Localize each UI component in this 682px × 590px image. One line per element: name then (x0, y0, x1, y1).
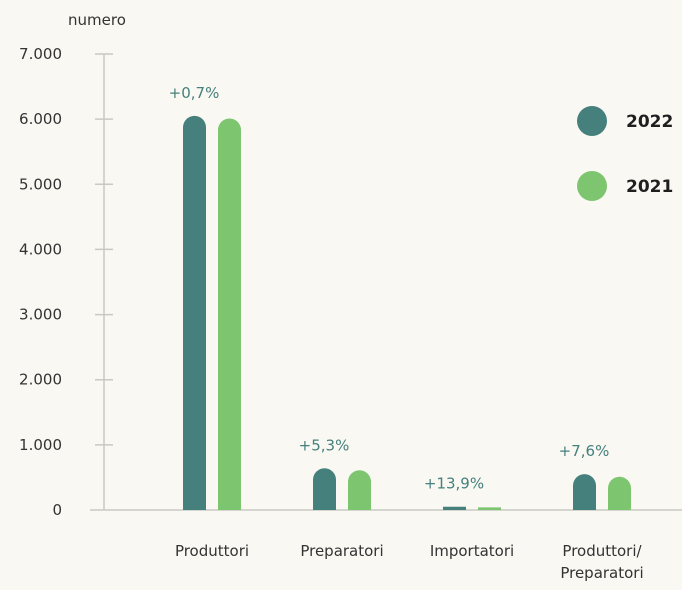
bar-2022-3 (573, 474, 596, 510)
bars (183, 115, 631, 510)
x-category-label: Produttori/Preparatori (560, 542, 643, 582)
y-tick-label: 7.000 (19, 45, 62, 63)
legend-swatch-2021 (577, 171, 607, 201)
bar-2021-0 (218, 118, 241, 510)
y-tick-label: 2.000 (19, 371, 62, 389)
x-category-label: Preparatori (300, 542, 383, 560)
y-tick-label: 5.000 (19, 175, 62, 193)
y-tick-label: 3.000 (19, 306, 62, 324)
bar-2021-3 (608, 476, 631, 510)
x-category-label: Produttori (175, 542, 249, 560)
y-tick-label: 1.000 (19, 436, 62, 454)
y-tick-label: 6.000 (19, 110, 62, 128)
y-tick-label: 0 (52, 501, 62, 519)
change-annotation: +7,6% (559, 442, 610, 460)
y-axis-label: numero (68, 11, 126, 29)
legend-label: 2022 (626, 112, 673, 132)
y-tick-label: 4.000 (19, 240, 62, 258)
change-annotation: +5,3% (299, 436, 350, 454)
bar-2021-2 (478, 507, 501, 510)
labels: 0 1.000 2.000 3.000 4.000 5.000 6.000 7.000 Prod… (19, 45, 644, 582)
bar-2022-0 (183, 115, 206, 510)
bar-2022-2 (443, 506, 466, 510)
bar-2022-1 (313, 468, 336, 510)
legend: 2022 2021 (577, 106, 673, 201)
x-category-label: Importatori (430, 542, 514, 560)
change-annotation: +0,7% (169, 84, 220, 102)
change-annotation: +13,9% (424, 475, 484, 493)
bar-2021-1 (348, 470, 371, 510)
legend-label: 2021 (626, 177, 673, 197)
legend-swatch-2022 (577, 106, 607, 136)
